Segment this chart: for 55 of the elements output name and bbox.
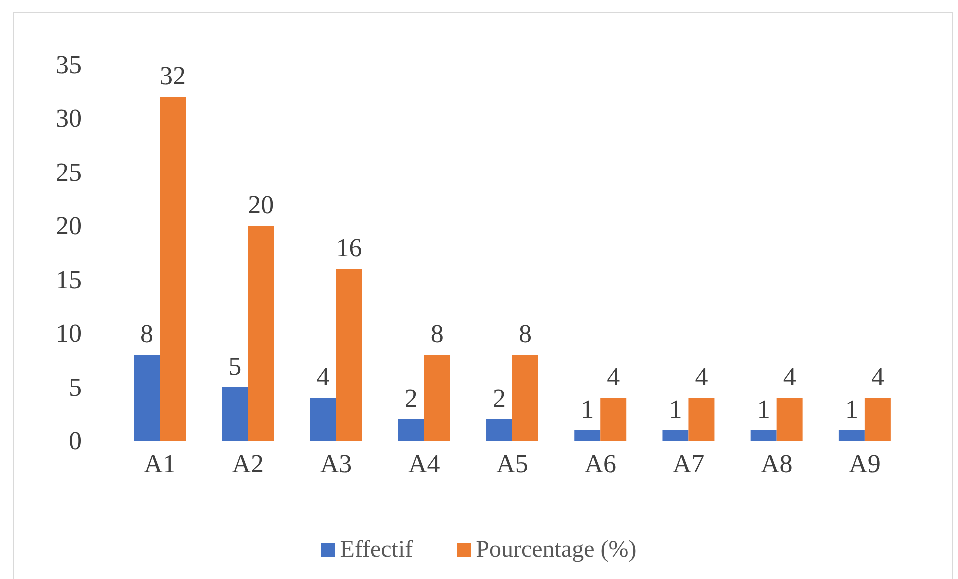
x-tick-label: A3 [320,450,352,478]
x-tick-label: A2 [232,450,264,478]
data-label: 1 [669,394,682,424]
data-label: 20 [248,190,274,220]
data-label: 4 [871,362,884,392]
y-tick-label: 20 [56,212,82,241]
x-tick-label: A9 [849,450,881,478]
bar [336,269,362,441]
y-tick-label: 30 [56,104,82,134]
x-tick-label: A7 [672,450,705,478]
bar [424,355,450,441]
bar [864,398,891,441]
legend-label: Effectif [340,537,414,563]
bar [574,430,601,441]
bar [776,398,803,441]
bar [486,420,512,441]
y-tick-label: 5 [69,372,82,402]
bar [160,97,186,441]
data-label: 2 [493,384,506,414]
data-label: 4 [607,362,620,392]
legend-label: Pourcentage (%) [476,537,637,563]
y-tick-label: 10 [56,319,82,348]
y-tick-label: 15 [56,265,82,294]
bar [248,226,274,441]
data-label: 4 [783,362,796,392]
y-tick-label: 0 [69,426,82,456]
bar [838,430,865,441]
x-tick-label: A5 [496,450,528,478]
bar [398,420,424,441]
data-label: 4 [695,362,708,392]
x-tick-label: A1 [144,450,176,478]
data-label: 8 [430,320,444,349]
bar [512,355,538,441]
bar [750,430,777,441]
data-label: 4 [316,362,330,392]
data-label: 16 [336,234,362,263]
bar [310,398,336,441]
data-label: 1 [581,394,594,424]
bar [222,387,248,441]
x-tick-label: A6 [584,450,616,478]
y-tick-label: 35 [56,50,82,80]
bar [134,355,160,441]
data-label: 8 [518,320,532,349]
data-label: 1 [845,394,858,424]
bar [688,398,715,441]
data-label: 2 [404,384,418,414]
bar [662,430,689,441]
x-tick-label: A8 [760,450,793,478]
data-label: 1 [757,394,770,424]
data-label: 32 [160,62,186,91]
x-tick-label: A4 [408,450,440,478]
bar [600,398,627,441]
data-label: 5 [228,352,242,381]
data-label: 8 [140,320,154,349]
y-tick-label: 25 [56,158,82,187]
